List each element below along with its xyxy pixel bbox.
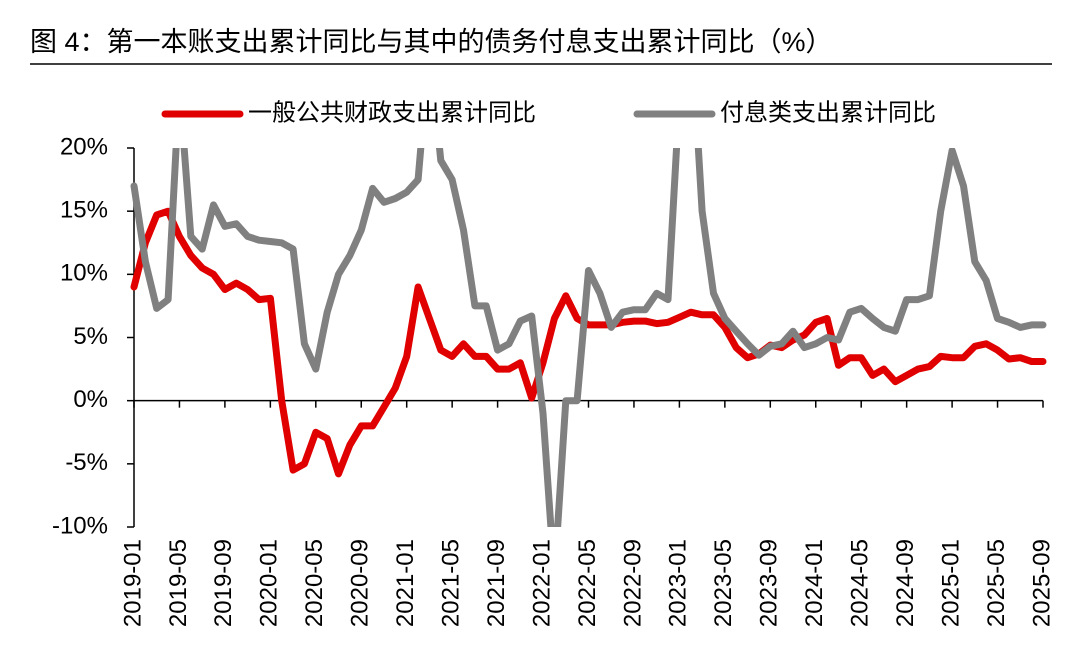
- y-tick-label: 15%: [60, 197, 108, 224]
- x-tick-label: 2024-05: [847, 539, 874, 627]
- x-tick-label: 2020-09: [347, 539, 374, 627]
- x-tick-label: 2023-01: [665, 539, 692, 627]
- x-tick-label: 2021-09: [483, 539, 510, 627]
- x-tick-label: 2025-05: [983, 539, 1010, 627]
- x-tick-label: 2025-01: [937, 539, 964, 627]
- legend-label: 一般公共财政支出累计同比: [248, 99, 536, 126]
- x-tick-label: 2019-09: [210, 539, 237, 627]
- x-tick-label: 2024-09: [892, 539, 919, 627]
- x-tick-label: 2020-01: [256, 539, 283, 627]
- legend: 一般公共财政支出累计同比 付息类支出累计同比: [161, 99, 936, 126]
- x-tick-label: 2022-05: [574, 539, 601, 627]
- line-series: [130, 148, 1047, 527]
- line-series: [130, 207, 1047, 478]
- y-tick-label: 5%: [73, 323, 108, 350]
- x-tick-label: 2020-05: [301, 539, 328, 627]
- x-tick-label: 2021-01: [392, 539, 419, 627]
- y-tick-label: -10%: [52, 512, 108, 539]
- x-tick-label: 2022-09: [619, 539, 646, 627]
- plot-area: [130, 148, 1047, 527]
- x-tick-label: 2024-01: [801, 539, 828, 627]
- x-tick-label: 2022-01: [528, 539, 555, 627]
- x-tick-label: 2023-09: [756, 539, 783, 627]
- x-tick-label: 2021-05: [437, 539, 464, 627]
- x-tick-label: 2019-05: [165, 539, 192, 627]
- y-tick-label: -5%: [65, 449, 108, 476]
- x-tick-label: 2025-09: [1028, 539, 1055, 627]
- x-tick-label: 2023-05: [710, 539, 737, 627]
- legend-label: 付息类支出累计同比: [720, 99, 936, 126]
- y-tick-label: 10%: [60, 260, 108, 287]
- y-tick-label: 20%: [60, 133, 108, 160]
- chart-title: 图 4：第一本账支出累计同比与其中的债务付息支出累计同比（%）: [30, 27, 833, 57]
- y-tick-label: 0%: [73, 386, 108, 413]
- x-tick-label: 2019-01: [119, 539, 146, 627]
